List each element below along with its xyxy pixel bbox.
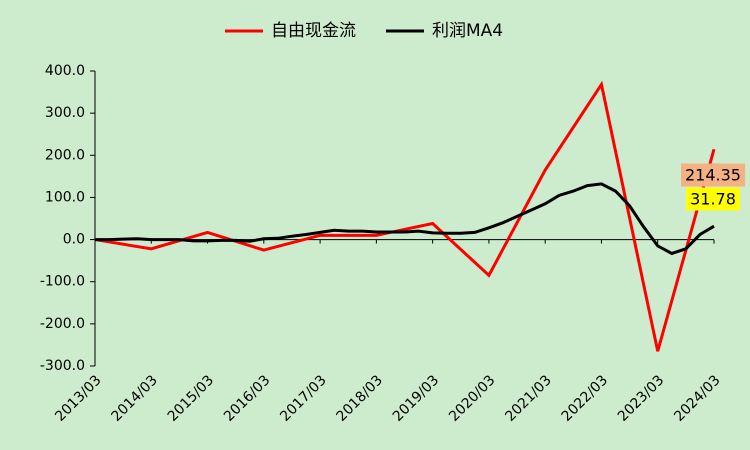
y-tick-label: -300.0 — [40, 358, 85, 374]
value-label: 31.78 — [686, 187, 740, 211]
y-tick-label: -100.0 — [40, 274, 85, 290]
y-tick-label: -200.0 — [40, 316, 85, 332]
y-tick-label: 300.0 — [45, 105, 85, 121]
value-label-text: 214.35 — [685, 166, 741, 185]
y-tick-label: 0.0 — [63, 232, 85, 248]
value-label: 214.35 — [681, 163, 745, 187]
legend: 自由现金流 利润MA4 — [225, 21, 503, 41]
line-series — [95, 182, 715, 256]
line-series — [94, 80, 716, 352]
value-label-text: 31.78 — [690, 190, 736, 209]
legend-label: 利润MA4 — [432, 21, 503, 41]
value-label-box — [681, 163, 745, 187]
y-tick-label: 400.0 — [45, 63, 85, 79]
legend-label: 自由现金流 — [271, 21, 356, 41]
y-tick-label: 100.0 — [45, 189, 85, 205]
y-tick-label: 200.0 — [45, 147, 85, 163]
value-label-box — [686, 187, 740, 211]
